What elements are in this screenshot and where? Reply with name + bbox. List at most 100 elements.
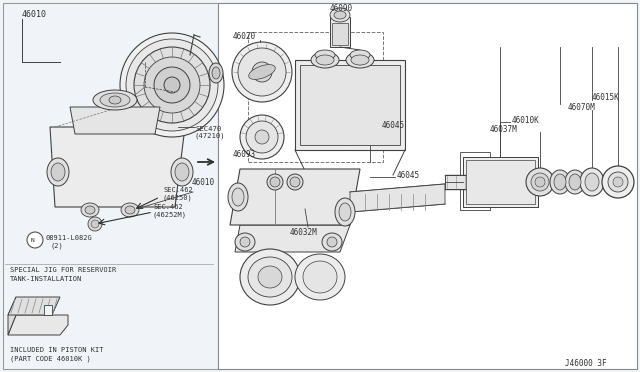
Text: 46015K: 46015K — [592, 93, 620, 102]
Text: 08911-L082G: 08911-L082G — [45, 235, 92, 241]
Text: N: N — [30, 237, 34, 243]
Bar — [460, 152, 490, 210]
Text: (46252M): (46252M) — [153, 212, 187, 218]
Ellipse shape — [330, 8, 350, 22]
Circle shape — [232, 42, 292, 102]
Ellipse shape — [351, 55, 369, 65]
Bar — [300, 65, 400, 145]
Bar — [332, 23, 348, 45]
Ellipse shape — [249, 65, 275, 79]
Ellipse shape — [550, 170, 570, 194]
Text: (2): (2) — [50, 243, 63, 249]
Ellipse shape — [531, 173, 549, 191]
Text: (47210): (47210) — [195, 133, 226, 139]
Ellipse shape — [580, 168, 604, 196]
Text: (46250): (46250) — [163, 195, 193, 201]
Ellipse shape — [258, 266, 282, 288]
Polygon shape — [70, 107, 160, 134]
Circle shape — [88, 217, 102, 231]
Bar — [330, 17, 350, 47]
Ellipse shape — [322, 233, 342, 251]
Ellipse shape — [569, 174, 581, 190]
Polygon shape — [8, 297, 16, 335]
Text: SPECIAL JIG FOR RESERVOIR: SPECIAL JIG FOR RESERVOIR — [10, 267, 116, 273]
Polygon shape — [50, 127, 185, 207]
Bar — [295, 60, 405, 150]
Text: (PART CODE 46010K ): (PART CODE 46010K ) — [10, 356, 91, 362]
Ellipse shape — [121, 203, 139, 217]
Circle shape — [91, 220, 99, 228]
Text: 46010K: 46010K — [512, 115, 540, 125]
Ellipse shape — [335, 198, 355, 226]
Text: 46032M: 46032M — [290, 228, 317, 237]
Ellipse shape — [228, 183, 248, 211]
Ellipse shape — [235, 233, 255, 251]
Ellipse shape — [100, 93, 130, 107]
Text: 46037M: 46037M — [490, 125, 518, 134]
Bar — [463, 157, 538, 207]
Text: 46045: 46045 — [397, 170, 420, 180]
Circle shape — [246, 121, 278, 153]
Text: 46020: 46020 — [233, 32, 256, 41]
Bar — [218, 3, 637, 369]
Ellipse shape — [240, 237, 250, 247]
Circle shape — [120, 33, 224, 137]
Ellipse shape — [47, 158, 69, 186]
Circle shape — [608, 172, 628, 192]
Circle shape — [164, 77, 180, 93]
Ellipse shape — [565, 170, 585, 194]
Ellipse shape — [535, 177, 545, 187]
Ellipse shape — [585, 173, 599, 191]
Ellipse shape — [51, 163, 65, 181]
Ellipse shape — [339, 203, 351, 221]
Text: 46010: 46010 — [192, 177, 215, 186]
Circle shape — [240, 115, 284, 159]
Ellipse shape — [248, 257, 292, 297]
Text: SEC.462: SEC.462 — [153, 204, 183, 210]
Circle shape — [252, 62, 272, 82]
Ellipse shape — [311, 52, 339, 68]
Circle shape — [126, 39, 218, 131]
Circle shape — [613, 177, 623, 187]
Bar — [445, 175, 540, 189]
Ellipse shape — [81, 203, 99, 217]
Text: TANK-INSTALLATION: TANK-INSTALLATION — [10, 276, 83, 282]
Ellipse shape — [327, 237, 337, 247]
Ellipse shape — [109, 96, 121, 104]
Ellipse shape — [526, 168, 554, 196]
Polygon shape — [8, 315, 68, 335]
Ellipse shape — [350, 50, 370, 60]
Polygon shape — [230, 169, 360, 225]
Ellipse shape — [346, 52, 374, 68]
Polygon shape — [235, 225, 350, 252]
Polygon shape — [8, 297, 60, 315]
Ellipse shape — [240, 249, 300, 305]
Ellipse shape — [85, 206, 95, 214]
Ellipse shape — [295, 254, 345, 300]
Circle shape — [154, 67, 190, 103]
Text: 46090: 46090 — [330, 3, 353, 13]
Bar — [3, 3, 218, 369]
Ellipse shape — [232, 188, 244, 206]
Text: 46045: 46045 — [382, 121, 405, 129]
Bar — [466, 160, 535, 204]
Bar — [248, 32, 383, 162]
Ellipse shape — [334, 11, 346, 19]
Circle shape — [238, 48, 286, 96]
Text: INCLUDED IN PISTON KIT: INCLUDED IN PISTON KIT — [10, 347, 104, 353]
Ellipse shape — [209, 63, 223, 83]
Ellipse shape — [175, 163, 189, 181]
Circle shape — [27, 232, 43, 248]
Ellipse shape — [287, 174, 303, 190]
Ellipse shape — [303, 261, 337, 293]
Text: 46093: 46093 — [233, 150, 256, 158]
Ellipse shape — [267, 174, 283, 190]
Ellipse shape — [270, 177, 280, 187]
Circle shape — [255, 130, 269, 144]
Text: 46070M: 46070M — [568, 103, 596, 112]
Text: SEC.462: SEC.462 — [163, 187, 193, 193]
Circle shape — [134, 47, 210, 123]
Ellipse shape — [212, 67, 220, 79]
Text: SEC470: SEC470 — [195, 126, 221, 132]
Ellipse shape — [316, 55, 334, 65]
